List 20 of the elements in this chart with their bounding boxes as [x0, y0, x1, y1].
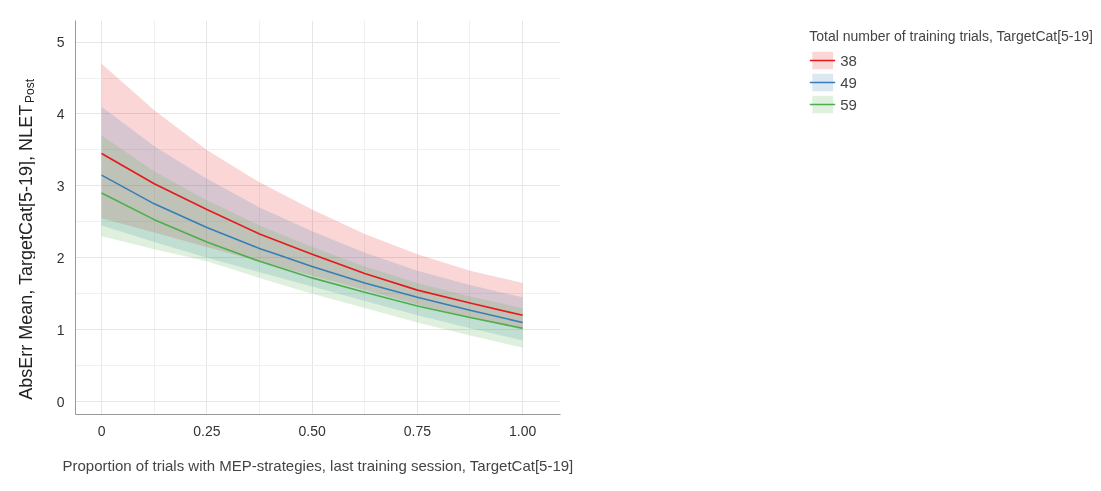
x-tick-label: 0.75 [403, 422, 432, 439]
legend-label: 49 [840, 73, 858, 91]
legend-title: Total number of training trials, TargetCat[5-19] [809, 28, 1093, 44]
x-tick-label: 0.25 [193, 422, 221, 439]
line-series [100, 174, 524, 324]
x-tick-label: 1.00 [508, 422, 537, 439]
line-series [100, 192, 524, 330]
x-axis-title: Proportion of trials with MEP-strategies, last training session, TargetCat[5-19] [62, 456, 574, 474]
y-axis-title: AbsErr Mean, TargetCat[5-19], NLETPost [15, 78, 37, 400]
y-tick-label: 1 [56, 321, 65, 338]
legend-label: 59 [840, 95, 858, 113]
y-tick-label: 3 [56, 177, 65, 194]
y-tick-label: 5 [56, 34, 65, 51]
y-tick-label: 0 [56, 393, 65, 410]
legend-label: 38 [840, 51, 858, 69]
y-tick-label: 2 [56, 249, 65, 266]
line-series [100, 152, 524, 317]
x-tick-label: 0 [97, 422, 106, 439]
x-tick-label: 0.50 [298, 422, 326, 439]
y-tick-label: 4 [56, 105, 65, 122]
